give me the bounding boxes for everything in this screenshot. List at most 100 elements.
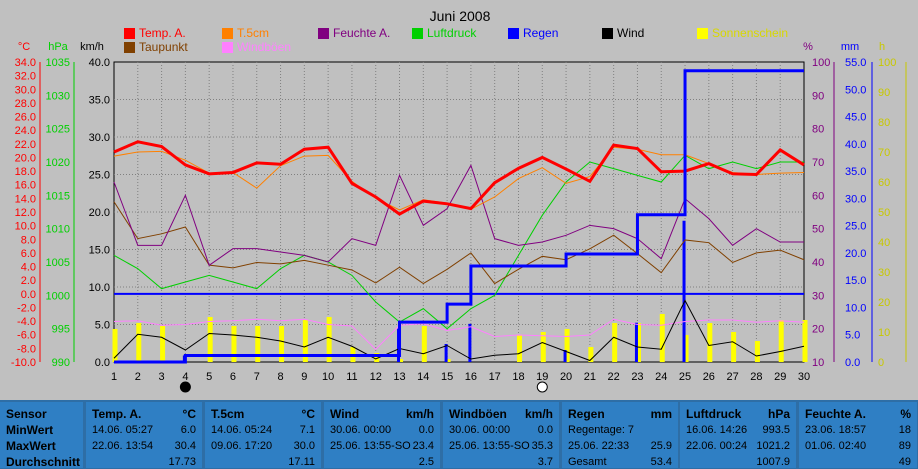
stats-avg-row: 2.5: [330, 456, 434, 468]
stats-unit: %: [900, 407, 911, 421]
tick-hpa: 1025: [46, 124, 70, 136]
tick-h: 20: [878, 297, 890, 309]
tick-mm: 5.0: [845, 330, 860, 342]
legend-label: T.5cm: [237, 26, 270, 40]
bar-sonnenschein: [731, 332, 737, 362]
stats-time: 23.06. 18:57: [805, 424, 867, 436]
stats-time: 25.06. 22:33: [568, 440, 630, 452]
tick-kmh: 20.0: [89, 207, 110, 219]
tick-day: 14: [417, 371, 429, 383]
tick-hpa: 1005: [46, 257, 70, 269]
stats-time: Gesamt: [568, 456, 607, 468]
tick-h: 80: [878, 117, 890, 129]
tick-hpa: 1000: [46, 290, 70, 302]
tick-day: 3: [159, 371, 165, 383]
bar-regentag: [444, 344, 448, 362]
stats-max-row: 09.06. 17:20 30.0: [211, 440, 315, 452]
bar-sonnenschein: [754, 341, 760, 362]
stats-column-header: Wind km/h: [330, 407, 434, 421]
stats-min-row: 30.06. 00:00 0.0: [449, 424, 553, 436]
stats-avg-row: 49: [805, 456, 911, 468]
tick-h: 90: [878, 87, 890, 99]
legend-swatch: [602, 27, 613, 39]
tick-temp: 16.0: [15, 180, 36, 192]
legend-swatch: [124, 41, 135, 53]
label-max: MaxWert: [6, 439, 56, 453]
tick-temp: 12.0: [15, 207, 36, 219]
tick-kmh: 25.0: [89, 170, 110, 182]
tick-day: 28: [750, 371, 762, 383]
stats-sensor-name: Wind: [330, 407, 360, 421]
bar-sonnenschein: [445, 359, 451, 362]
label-sensor: Sensor: [6, 407, 47, 421]
legend-item: Windböen: [222, 40, 291, 54]
bar-sonnenschein: [279, 326, 285, 362]
stats-max-row: 25.06. 13:55-SO 23.4: [330, 440, 434, 452]
tick-h: 30: [878, 267, 890, 279]
legend-item: Luftdruck: [412, 26, 476, 40]
tick-temp: 18.0: [15, 166, 36, 178]
stats-sensor-name: Feuchte A.: [805, 407, 866, 421]
tick-day: 6: [230, 371, 236, 383]
tick-temp: 6.0: [21, 248, 36, 260]
tick-day: 12: [370, 371, 382, 383]
stats-unit: km/h: [405, 407, 434, 421]
stats-value: 49: [898, 456, 911, 468]
stats-value: 3.7: [537, 456, 553, 468]
stats-value: 53.4: [650, 456, 672, 468]
tick-temp: -4.0: [17, 316, 36, 328]
tick-day: 10: [322, 371, 334, 383]
stats-time: 25.06. 13:55-SO: [449, 440, 530, 452]
tick-day: 25: [679, 371, 691, 383]
tick-hpa: 1015: [46, 190, 70, 202]
stats-time: 09.06. 17:20: [211, 440, 273, 452]
stats-column: T.5cm °C 14.06. 05:24 7.1 09.06. 17:20 30.0 17…: [205, 402, 321, 468]
stats-value: 23.4: [412, 440, 434, 452]
tick-kmh: 10.0: [89, 282, 110, 294]
stats-max-row: 25.06. 22:33 25.9: [568, 440, 672, 452]
stats-sensor-name: Luftdruck: [686, 407, 742, 421]
tick-mm: 45.0: [845, 112, 866, 124]
tick-day: 20: [560, 371, 572, 383]
stats-column: Feuchte A.% 23.06. 18:57 18 01.06. 02:40 89 4…: [799, 402, 917, 468]
stats-row-labels: Sensor MinWert MaxWert Durchschnitt: [0, 402, 83, 469]
tick-hpa: 995: [52, 324, 70, 336]
tick-day: 19: [536, 371, 548, 383]
tick-pct: 100: [812, 57, 830, 69]
tick-temp: 24.0: [15, 125, 36, 137]
stats-column-header: Regen mm: [568, 407, 672, 421]
bar-sonnenschein: [398, 359, 404, 362]
tick-hpa: 990: [52, 357, 70, 369]
legend-swatch: [222, 27, 233, 39]
stats-max-row: 25.06. 13:55-SO 35.3: [449, 440, 553, 452]
tick-mm: 20.0: [845, 248, 866, 260]
tick-temp: 0.0: [21, 289, 36, 301]
bar-sonnenschein: [635, 323, 641, 362]
stats-column: Wind km/h 30.06. 00:00 0.0 25.06. 13:55-SO 23…: [324, 402, 440, 468]
stats-min-row: 30.06. 00:00 0.0: [330, 424, 434, 436]
stats-max-row: 01.06. 02:40 89: [805, 440, 911, 452]
bar-sonnenschein: [112, 329, 118, 362]
series-line-wind: [113, 299, 805, 362]
bar-sonnenschein: [160, 326, 166, 362]
stats-column-header: Temp. A. °C: [92, 407, 196, 421]
stats-max-row: 22.06. 00:24 1021.2: [686, 440, 790, 452]
tick-day: 26: [703, 371, 715, 383]
series-line-tempa: [113, 140, 805, 216]
stats-min-row: 14.06. 05:27 6.0: [92, 424, 196, 436]
full-moon-icon: [536, 381, 548, 393]
legend-item: Regen: [508, 26, 558, 40]
tick-temp: -10.0: [11, 357, 36, 369]
legend-label: Luftdruck: [427, 26, 477, 40]
stats-column: Windböen km/h 30.06. 00:00 0.0 25.06. 13:55-…: [443, 402, 559, 468]
tick-pct: 50: [812, 224, 824, 236]
legend-item: Feuchte A.: [318, 26, 390, 40]
tick-mm: 50.0: [845, 84, 866, 96]
stats-avg-row: 1007.9: [686, 456, 790, 468]
tick-temp: 26.0: [15, 112, 36, 124]
series-line-taupunkt: [113, 201, 805, 285]
bar-sonnenschein: [588, 347, 594, 362]
bar-sonnenschein: [136, 323, 142, 362]
stats-panel: Sensor MinWert MaxWert Durchschnitt Temp…: [0, 400, 918, 469]
stats-sensor-name: T.5cm: [211, 407, 245, 421]
